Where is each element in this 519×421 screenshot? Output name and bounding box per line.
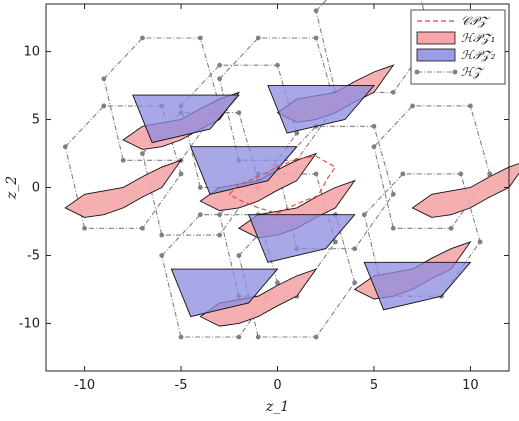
hz-vertex-marker bbox=[477, 239, 483, 245]
hz-vertex-marker bbox=[313, 35, 319, 41]
ticks-layer: -10 -5 0 5 10 -10 -5 0 5 10 bbox=[19, 4, 509, 393]
legend-swatch-fill bbox=[416, 31, 456, 45]
legend-label: ℋ𝒫𝒵₂ bbox=[461, 48, 496, 62]
y-tick-label: -10 bbox=[19, 316, 40, 331]
hz-vertex-marker bbox=[236, 334, 242, 340]
hz-vertex-marker bbox=[410, 103, 415, 109]
hpz2-patch bbox=[363, 261, 472, 311]
hz-vertex-marker bbox=[352, 280, 358, 286]
hz-vertex-marker bbox=[400, 171, 406, 177]
hz-vertex-marker bbox=[371, 123, 377, 129]
y-tick-label: -5 bbox=[27, 248, 40, 263]
hz-vertex-marker bbox=[332, 239, 338, 245]
hz-vertex-marker bbox=[140, 35, 145, 41]
hz-vertex-marker bbox=[140, 151, 145, 156]
hpz2-series bbox=[132, 85, 472, 318]
hz-vertex-marker bbox=[371, 144, 377, 150]
hz-vertex-marker bbox=[197, 185, 203, 190]
x-tick-label: 5 bbox=[370, 378, 378, 393]
x-tick-label: -10 bbox=[74, 378, 95, 393]
hz-vertex-marker bbox=[313, 8, 319, 14]
legend-box bbox=[410, 9, 506, 85]
hz-vertex-marker bbox=[197, 212, 203, 218]
hz-vertex-marker bbox=[217, 212, 223, 218]
hz-vertex-marker bbox=[352, 246, 358, 252]
hz-vertex-marker bbox=[390, 89, 396, 95]
legend: 𝒞𝒫𝒵 ℋ𝒫𝒵₁ ℋ𝒫𝒵₂ ℋ𝒵 bbox=[410, 9, 506, 85]
hz-vertex-marker bbox=[178, 334, 184, 340]
hz-vertex-marker bbox=[140, 225, 145, 231]
hz-vertex-marker bbox=[313, 171, 319, 177]
hz-vertex-marker bbox=[101, 103, 107, 109]
hz-vertex-marker bbox=[159, 232, 165, 238]
legend-swatch-marker bbox=[414, 69, 420, 75]
x-tick-label: 0 bbox=[273, 378, 281, 393]
hpz2-patch bbox=[170, 268, 279, 318]
hz-vertex-marker bbox=[217, 76, 223, 82]
hz-vertex-marker bbox=[236, 110, 242, 116]
hpz2-patch bbox=[247, 214, 356, 263]
hz-vertex-marker bbox=[159, 253, 165, 258]
hpz1-sheet bbox=[199, 268, 318, 327]
hz-vertex-marker bbox=[62, 144, 68, 150]
hz-vertex-marker bbox=[294, 130, 300, 136]
hpz1-sheet bbox=[411, 163, 519, 218]
hpz2-patch bbox=[190, 146, 298, 195]
hz-vertex-marker bbox=[448, 225, 454, 231]
hz-vertex-marker bbox=[361, 212, 367, 218]
hpz1-sheet bbox=[64, 159, 183, 218]
hz-vertex-marker bbox=[487, 171, 493, 177]
legend-label: ℋ𝒫𝒵₁ bbox=[461, 31, 495, 45]
y-tick-label: 5 bbox=[32, 113, 40, 128]
y-axis-label: z_2 bbox=[4, 176, 20, 200]
y-tick-label: 10 bbox=[23, 45, 40, 60]
legend-label: 𝒞𝒫𝒵 bbox=[461, 14, 490, 28]
x-tick-label: 10 bbox=[462, 378, 479, 393]
hz-vertex-marker bbox=[390, 191, 396, 197]
hz-vertex-marker bbox=[217, 62, 223, 68]
hz-vertex-marker bbox=[255, 334, 261, 340]
hz-vertex-marker bbox=[275, 62, 280, 68]
hz-vertex-marker bbox=[255, 35, 261, 41]
legend-label: ℋ𝒵 bbox=[461, 65, 485, 79]
hz-vertex-marker bbox=[178, 171, 184, 177]
hz-vertex-marker bbox=[217, 232, 223, 238]
hz-vertex-marker bbox=[120, 157, 126, 163]
y-tick-label: 0 bbox=[32, 181, 40, 196]
hz-vertex-marker bbox=[197, 35, 203, 41]
hz-vertex-marker bbox=[313, 334, 319, 340]
hpz2-patch bbox=[132, 94, 240, 144]
hz-vertex-marker bbox=[458, 171, 464, 177]
hz-vertex-marker bbox=[101, 76, 107, 82]
hz-vertex-marker bbox=[275, 280, 280, 286]
x-tick-label: -5 bbox=[175, 378, 188, 393]
legend-swatch-marker bbox=[452, 69, 458, 75]
hpz2-patch bbox=[267, 85, 375, 134]
x-axis-label: z_1 bbox=[265, 399, 289, 415]
hz-vertex-marker bbox=[236, 253, 242, 258]
series-layer bbox=[62, 0, 519, 340]
hz-vertex-marker bbox=[82, 225, 87, 231]
legend-swatch-fill bbox=[416, 48, 456, 62]
hz-vertex-marker bbox=[468, 103, 473, 109]
hz-vertex-marker bbox=[390, 225, 396, 231]
